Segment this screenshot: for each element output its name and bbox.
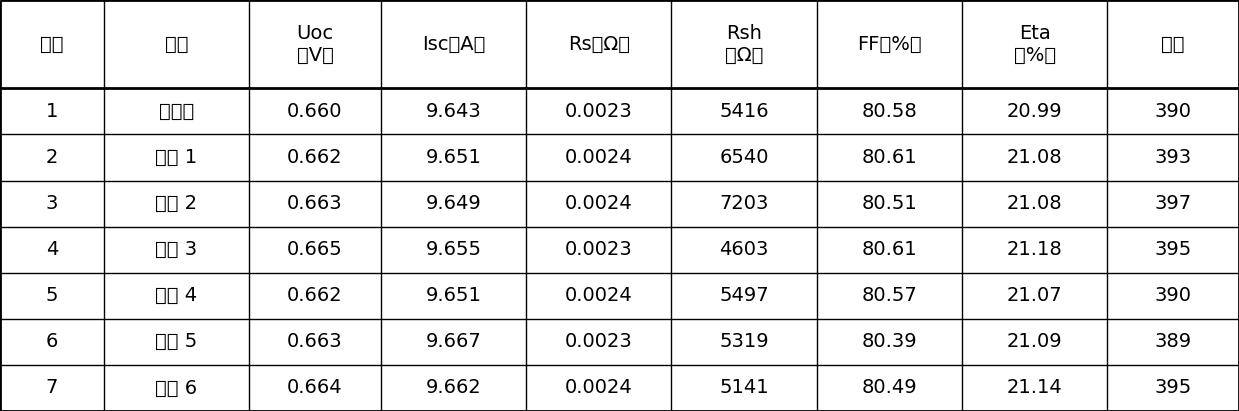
Text: 数量: 数量 xyxy=(1161,35,1184,54)
Text: Rs（Ω）: Rs（Ω） xyxy=(567,35,629,54)
Text: 0.664: 0.664 xyxy=(287,379,343,397)
Text: 80.57: 80.57 xyxy=(861,286,917,305)
Text: 0.0024: 0.0024 xyxy=(565,286,633,305)
Text: 0.0024: 0.0024 xyxy=(565,379,633,397)
Text: 9.655: 9.655 xyxy=(425,240,482,259)
Text: 6540: 6540 xyxy=(720,148,769,167)
Text: 389: 389 xyxy=(1155,332,1192,351)
Text: 4603: 4603 xyxy=(720,240,768,259)
Text: 80.51: 80.51 xyxy=(861,194,917,213)
Text: 对比组: 对比组 xyxy=(159,102,195,121)
Text: 实例 1: 实例 1 xyxy=(155,148,197,167)
Text: 9.651: 9.651 xyxy=(425,286,481,305)
Text: 21.07: 21.07 xyxy=(1007,286,1063,305)
Text: 5: 5 xyxy=(46,286,58,305)
Text: 2: 2 xyxy=(46,148,58,167)
Text: 0.0023: 0.0023 xyxy=(565,240,633,259)
Text: 80.61: 80.61 xyxy=(861,240,917,259)
Text: 9.649: 9.649 xyxy=(425,194,481,213)
Text: 80.49: 80.49 xyxy=(861,379,917,397)
Text: 7: 7 xyxy=(46,379,58,397)
Text: 393: 393 xyxy=(1155,148,1192,167)
Text: 9.651: 9.651 xyxy=(425,148,481,167)
Text: 7203: 7203 xyxy=(720,194,768,213)
Text: 6: 6 xyxy=(46,332,58,351)
Text: 80.61: 80.61 xyxy=(861,148,917,167)
Text: 80.39: 80.39 xyxy=(861,332,917,351)
Text: 0.660: 0.660 xyxy=(287,102,343,121)
Text: Isc（A）: Isc（A） xyxy=(421,35,484,54)
Text: 0.665: 0.665 xyxy=(287,240,343,259)
Text: 9.643: 9.643 xyxy=(425,102,481,121)
Text: 5416: 5416 xyxy=(720,102,769,121)
Text: 4: 4 xyxy=(46,240,58,259)
Text: 9.662: 9.662 xyxy=(425,379,481,397)
Text: 0.0023: 0.0023 xyxy=(565,332,633,351)
Text: Rsh
（Ω）: Rsh （Ω） xyxy=(725,24,763,65)
Text: 397: 397 xyxy=(1155,194,1192,213)
Text: 5319: 5319 xyxy=(720,332,769,351)
Text: 21.09: 21.09 xyxy=(1007,332,1063,351)
Text: 3: 3 xyxy=(46,194,58,213)
Text: 0.0024: 0.0024 xyxy=(565,194,633,213)
Text: 实例 2: 实例 2 xyxy=(155,194,197,213)
Text: 编号: 编号 xyxy=(40,35,63,54)
Text: Uoc
（V）: Uoc （V） xyxy=(296,24,333,65)
Text: 5141: 5141 xyxy=(720,379,769,397)
Text: 21.08: 21.08 xyxy=(1007,148,1063,167)
Text: 390: 390 xyxy=(1155,102,1192,121)
Text: 21.08: 21.08 xyxy=(1007,194,1063,213)
Text: 21.18: 21.18 xyxy=(1007,240,1063,259)
Text: 395: 395 xyxy=(1155,379,1192,397)
Text: 0.0023: 0.0023 xyxy=(565,102,633,121)
Text: 9.667: 9.667 xyxy=(425,332,481,351)
Text: 实例 5: 实例 5 xyxy=(155,332,198,351)
Text: 实例 3: 实例 3 xyxy=(155,240,197,259)
Text: 0.662: 0.662 xyxy=(287,148,343,167)
Text: 实例 4: 实例 4 xyxy=(155,286,197,305)
Text: 1: 1 xyxy=(46,102,58,121)
Text: 20.99: 20.99 xyxy=(1007,102,1063,121)
Text: 0.0024: 0.0024 xyxy=(565,148,633,167)
Text: 21.14: 21.14 xyxy=(1007,379,1063,397)
Text: 390: 390 xyxy=(1155,286,1192,305)
Text: 0.662: 0.662 xyxy=(287,286,343,305)
Text: 5497: 5497 xyxy=(720,286,769,305)
Text: 395: 395 xyxy=(1155,240,1192,259)
Text: 0.663: 0.663 xyxy=(287,194,343,213)
Text: 组别: 组别 xyxy=(165,35,188,54)
Text: 0.663: 0.663 xyxy=(287,332,343,351)
Text: 80.58: 80.58 xyxy=(861,102,917,121)
Text: 实例 6: 实例 6 xyxy=(155,379,197,397)
Text: FF（%）: FF（%） xyxy=(857,35,922,54)
Text: Eta
（%）: Eta （%） xyxy=(1014,24,1056,65)
